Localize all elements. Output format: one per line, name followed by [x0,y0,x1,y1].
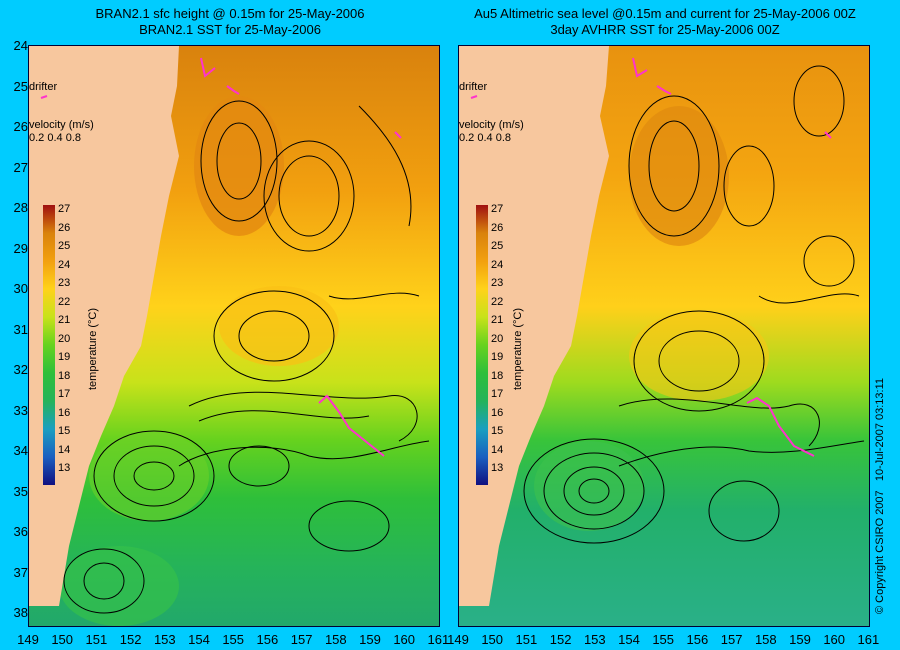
right-title-line1: Au5 Altimetric sea level @0.15m and curr… [474,6,856,21]
sea-level-contours [63,100,430,614]
y-tick-label: 35 [13,483,28,499]
copyright-text: © Copyright CSIRO 2007 10-Jul-2007 03:13… [874,378,886,614]
x-tick-label: 154 [188,632,210,647]
colorbar-tick-label: 24 [58,258,71,271]
velocity-legend-scale: 0.2 0.4 0.8 [459,132,511,144]
colorbar-tick-label: 26 [58,221,71,234]
right-colorbar [476,205,488,485]
colorbar-tick-label: 19 [58,351,71,363]
x-tick-label: 150 [481,632,504,647]
x-tick-label: 149 [17,632,39,647]
colorbar-tick-label: 27 [58,203,71,215]
x-tick-label: 153 [583,632,606,647]
colorbar-tick-label: 14 [58,443,71,456]
colorbar-tick-label: 15 [491,425,504,437]
colorbar-tick-label: 21 [491,314,504,326]
x-tick-label: 149 [447,632,469,647]
colorbar-tick-label: 17 [491,388,504,400]
left-title-line1: BRAN2.1 sfc height @ 0.15m for 25-May-20… [95,6,365,21]
colorbar-tick-label: 18 [58,369,71,382]
x-tick-label: 156 [256,632,279,647]
x-tick-label: 153 [153,632,176,647]
drifter-tracks [40,57,402,457]
colorbar-tick-label: 23 [491,277,504,289]
x-tick-label: 161 [427,632,450,647]
y-tick-label: 27 [13,159,28,175]
colorbar-tick-label: 15 [58,425,71,437]
right-map-panel: drifter velocity (m/s) 0.2 0.4 0.8 [458,45,870,627]
colorbar-tick-label: 17 [58,388,71,400]
velocity-legend-label: velocity (m/s) [29,119,94,131]
colorbar-tick-label: 25 [491,240,504,252]
left-map-svg [29,46,439,626]
x-tick-label: 160 [393,632,416,647]
y-tick-label: 31 [13,321,28,337]
land-mass [459,46,609,606]
colorbar-tick-label: 25 [58,240,71,252]
colorbar-tick-label: 24 [491,258,504,271]
x-tick-label: 155 [222,632,245,647]
colorbar-tick-label: 27 [491,203,504,215]
y-tick-label: 33 [13,402,28,418]
colorbar-tick-label: 16 [491,406,504,419]
drifter-legend-label: drifter [29,81,58,93]
colorbar-tick-label: 23 [58,277,71,289]
x-tick-label: 156 [686,632,709,647]
x-tick-label: 154 [618,632,640,647]
colorbar-tick-label: 19 [491,351,504,363]
x-tick-label: 155 [652,632,675,647]
colorbar-tick-label: 22 [58,295,71,308]
y-tick-label: 25 [13,78,28,94]
velocity-legend-scale: 0.2 0.4 0.8 [29,132,81,144]
y-tick-label: 38 [13,605,28,620]
right-colorbar-title: temperature (°C) [512,307,524,390]
left-title-line2: BRAN2.1 SST for 25-May-2006 [139,22,321,37]
x-tick-label: 151 [515,632,538,647]
colorbar-tick-label: 26 [491,221,504,234]
y-tick-label: 37 [13,564,28,580]
x-tick-label: 159 [359,632,381,647]
x-tick-label: 151 [85,632,108,647]
x-tick-label: 158 [324,632,347,647]
y-tick-label: 32 [13,362,28,377]
colorbar-tick-label: 20 [491,332,504,345]
drifter-tracks [470,57,832,457]
right-title-line2: 3day AVHRR SST for 25-May-2006 00Z [550,22,780,37]
timestamp-label: 10-Jul-2007 03:13:11 [874,378,886,482]
x-tick-label: 158 [754,632,777,647]
colorbar-tick-label: 14 [491,443,504,456]
left-map-panel: drifter velocity (m/s) 0.2 0.4 0.8 [28,45,440,627]
colorbar-tick-label: 13 [491,462,504,474]
colorbar-tick-label: 21 [58,314,71,326]
colorbar-tick-label: 22 [491,295,504,308]
y-tick-label: 24 [13,38,28,53]
x-tick-label: 152 [549,632,572,647]
y-tick-label: 30 [13,281,28,296]
x-tick-label: 150 [51,632,74,647]
colorbar-tick-label: 18 [491,369,504,382]
y-tick-label: 36 [13,524,28,539]
left-colorbar [43,205,55,485]
y-tick-label: 26 [13,119,28,134]
x-tick-label: 157 [720,632,743,647]
land-mass [29,46,179,606]
y-tick-label: 34 [13,443,28,458]
right-map-svg [459,46,869,626]
colorbar-tick-label: 16 [58,406,71,419]
drifter-legend-label: drifter [459,81,488,93]
x-tick-label: 160 [823,632,846,647]
x-tick-label: 159 [789,632,811,647]
copyright-label: © Copyright CSIRO 2007 [874,490,886,614]
x-tick-label: 157 [290,632,313,647]
y-tick-label: 28 [13,200,28,215]
sea-level-contours [523,65,865,544]
x-tick-label: 161 [857,632,880,647]
velocity-legend-label: velocity (m/s) [459,119,524,131]
colorbar-tick-label: 20 [58,332,71,345]
left-colorbar-title: temperature (°C) [87,307,99,390]
x-tick-label: 152 [119,632,142,647]
y-tick-label: 29 [13,240,28,256]
colorbar-tick-label: 13 [58,462,71,474]
